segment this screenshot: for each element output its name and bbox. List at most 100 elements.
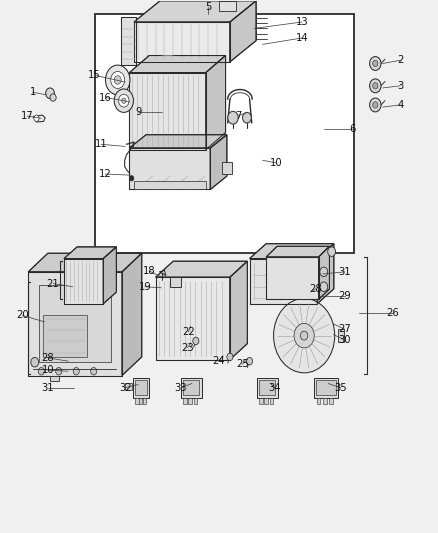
Text: 21: 21 xyxy=(47,279,60,288)
Text: 3: 3 xyxy=(397,81,403,91)
Text: 18: 18 xyxy=(143,266,155,276)
Polygon shape xyxy=(64,259,103,304)
Text: 23: 23 xyxy=(181,343,194,353)
Polygon shape xyxy=(316,380,336,395)
Polygon shape xyxy=(134,182,206,189)
Polygon shape xyxy=(259,398,263,404)
Text: 2: 2 xyxy=(397,55,403,66)
Polygon shape xyxy=(206,55,226,150)
Bar xyxy=(125,383,132,390)
Text: 10: 10 xyxy=(42,365,54,375)
Circle shape xyxy=(228,111,238,124)
Circle shape xyxy=(370,79,381,93)
Circle shape xyxy=(370,98,381,112)
Polygon shape xyxy=(130,148,210,189)
Circle shape xyxy=(373,102,378,108)
Text: 31: 31 xyxy=(339,267,351,277)
Polygon shape xyxy=(329,398,333,404)
Circle shape xyxy=(122,98,126,103)
Text: 28: 28 xyxy=(310,284,322,294)
Polygon shape xyxy=(180,377,201,398)
Polygon shape xyxy=(134,22,230,62)
Polygon shape xyxy=(122,253,142,376)
Circle shape xyxy=(130,176,134,181)
Text: 27: 27 xyxy=(339,324,351,334)
Circle shape xyxy=(111,71,125,88)
Polygon shape xyxy=(317,398,320,404)
Polygon shape xyxy=(223,162,232,174)
Polygon shape xyxy=(130,55,226,72)
Text: 4: 4 xyxy=(397,100,403,110)
Text: 28: 28 xyxy=(42,353,54,363)
Text: 16: 16 xyxy=(99,93,112,102)
Polygon shape xyxy=(259,380,276,395)
Text: 5: 5 xyxy=(205,2,211,12)
Circle shape xyxy=(46,88,54,99)
Text: 11: 11 xyxy=(95,139,107,149)
Text: 1: 1 xyxy=(29,87,36,97)
Circle shape xyxy=(373,83,378,89)
Polygon shape xyxy=(43,314,87,357)
Polygon shape xyxy=(135,380,147,395)
Circle shape xyxy=(31,358,39,367)
Circle shape xyxy=(320,267,328,277)
Text: 26: 26 xyxy=(386,308,399,318)
Circle shape xyxy=(106,65,130,95)
Text: 12: 12 xyxy=(99,169,112,179)
Text: 6: 6 xyxy=(349,124,355,134)
Polygon shape xyxy=(188,398,192,404)
Polygon shape xyxy=(250,244,334,259)
Polygon shape xyxy=(230,261,247,360)
Polygon shape xyxy=(257,377,278,398)
Polygon shape xyxy=(266,257,318,300)
Text: 20: 20 xyxy=(16,310,29,320)
Circle shape xyxy=(370,56,381,70)
Circle shape xyxy=(300,331,308,340)
Text: 19: 19 xyxy=(138,282,151,292)
Polygon shape xyxy=(323,398,327,404)
Polygon shape xyxy=(250,259,317,304)
Polygon shape xyxy=(135,398,139,404)
Polygon shape xyxy=(314,377,338,398)
Circle shape xyxy=(38,368,44,375)
Circle shape xyxy=(114,76,121,84)
Text: 32: 32 xyxy=(119,383,131,393)
Polygon shape xyxy=(64,247,117,259)
Bar xyxy=(95,14,354,253)
Text: 30: 30 xyxy=(339,335,351,345)
Text: 34: 34 xyxy=(268,383,281,393)
Text: 33: 33 xyxy=(175,383,187,393)
Text: 15: 15 xyxy=(88,70,101,80)
Polygon shape xyxy=(266,246,329,257)
Text: 10: 10 xyxy=(269,158,282,168)
Text: 22: 22 xyxy=(182,327,195,337)
Polygon shape xyxy=(103,247,117,304)
Polygon shape xyxy=(265,398,268,404)
Text: 24: 24 xyxy=(212,356,224,366)
Circle shape xyxy=(119,94,129,107)
Text: 29: 29 xyxy=(339,292,351,301)
Polygon shape xyxy=(270,398,273,404)
Text: 9: 9 xyxy=(135,107,141,117)
Circle shape xyxy=(243,112,251,123)
Circle shape xyxy=(50,94,56,101)
Text: 35: 35 xyxy=(334,383,347,393)
Polygon shape xyxy=(219,1,237,11)
Circle shape xyxy=(193,337,199,345)
Polygon shape xyxy=(130,72,206,150)
Polygon shape xyxy=(183,380,199,395)
Text: 13: 13 xyxy=(296,17,308,27)
Polygon shape xyxy=(183,398,187,404)
Polygon shape xyxy=(219,0,243,1)
Circle shape xyxy=(56,368,62,375)
Bar xyxy=(50,376,59,381)
Polygon shape xyxy=(133,377,149,398)
Text: 7: 7 xyxy=(236,110,242,120)
Polygon shape xyxy=(130,135,227,148)
Polygon shape xyxy=(139,398,142,404)
Polygon shape xyxy=(143,398,146,404)
Circle shape xyxy=(274,298,335,373)
Polygon shape xyxy=(230,1,256,62)
Polygon shape xyxy=(155,261,247,277)
Polygon shape xyxy=(121,17,136,64)
